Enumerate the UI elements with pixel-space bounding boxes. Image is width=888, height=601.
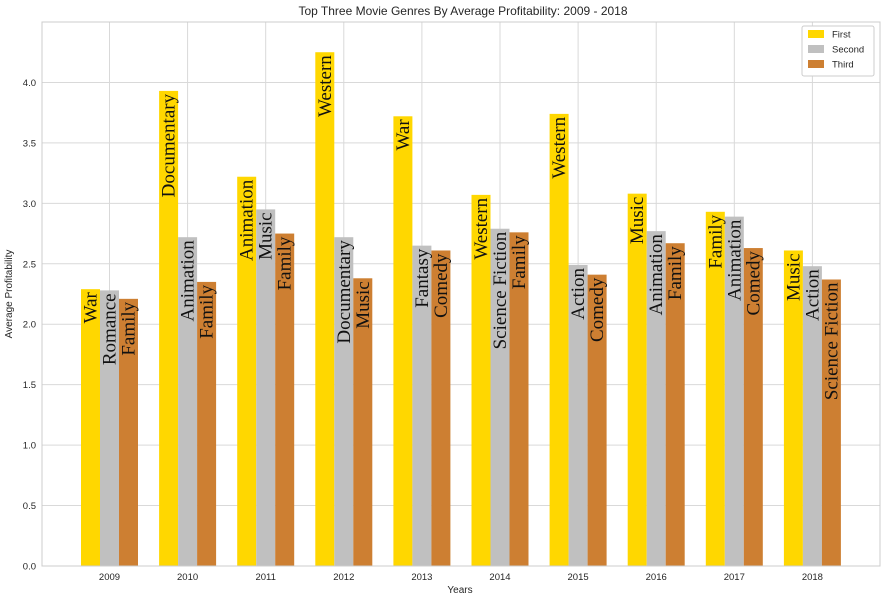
- bar-first: [237, 176, 257, 566]
- bar-genre-label: Fantasy: [412, 248, 433, 308]
- bar-genre-label: Documentary: [334, 240, 355, 344]
- bar-first: [471, 194, 491, 567]
- legend-swatch-first: [808, 30, 824, 38]
- bar-genre-label: Comedy: [743, 251, 764, 316]
- y-tick-label: 3.5: [23, 138, 36, 149]
- bar-genre-label: Family: [275, 236, 296, 290]
- bar-third: [431, 250, 451, 567]
- x-axis-label: Years: [447, 585, 472, 596]
- bar-genre-label: Family: [119, 301, 140, 355]
- bar-genre-label: Western: [315, 55, 336, 117]
- y-tick-label: 1.5: [23, 380, 36, 391]
- x-tick-label: 2018: [802, 572, 823, 583]
- bar-first: [393, 116, 413, 566]
- bar-first: [315, 52, 335, 566]
- bar-genre-label: Animation: [178, 240, 199, 322]
- bar-first: [705, 211, 725, 566]
- x-tick-label: 2017: [724, 572, 745, 583]
- y-tick-label: 2.5: [23, 259, 36, 270]
- bar-second: [802, 266, 822, 566]
- bar-second: [568, 264, 588, 566]
- bars: [81, 52, 841, 567]
- x-tick-label: 2011: [255, 572, 275, 583]
- bar-first: [549, 113, 569, 567]
- x-tick-label: 2015: [568, 572, 589, 583]
- bar-genre-label: War: [81, 291, 102, 323]
- bar-third: [353, 278, 373, 566]
- bar-genre-label: Music: [256, 212, 277, 260]
- bar-third: [587, 274, 607, 566]
- bar-genre-label: Music: [627, 197, 648, 245]
- bar-genre-label: Animation: [724, 219, 745, 301]
- bar-genre-label: Romance: [100, 293, 121, 365]
- bar-genre-label: Family: [197, 284, 218, 338]
- legend-swatch-third: [808, 60, 824, 68]
- bar-genre-label: Family: [665, 246, 686, 300]
- y-axis-label: Average Profitability: [4, 250, 15, 339]
- bar-first: [627, 193, 647, 566]
- x-tick-label: 2009: [99, 572, 120, 583]
- bar-labels: War Documentary Animation Western War Western…: [81, 55, 843, 400]
- bar-first: [159, 90, 179, 566]
- bar-genre-label: Science Fiction: [490, 231, 511, 349]
- bar-second: [334, 237, 354, 566]
- bar-genre-label: Music: [783, 253, 804, 300]
- x-tick-label: 2014: [489, 572, 510, 583]
- bar-genre-label: Animation: [646, 234, 667, 316]
- legend-label-third: Third: [832, 60, 854, 71]
- y-tick-label: 0.0: [23, 562, 36, 573]
- bar-genre-label: Documentary: [159, 93, 180, 197]
- plot-frame: [41, 21, 881, 567]
- x-tick-label: 2010: [177, 572, 198, 583]
- bar-third: [821, 279, 841, 566]
- bar-third: [743, 248, 763, 566]
- bar-third: [275, 233, 295, 567]
- bar-genre-label: Western: [471, 197, 492, 259]
- bar-second: [178, 237, 198, 566]
- bar-second: [646, 231, 666, 567]
- bar-third: [509, 232, 529, 566]
- bar-second: [412, 245, 432, 566]
- bar-genre-label: Comedy: [431, 253, 452, 318]
- bar-second: [490, 228, 510, 566]
- legend-swatch-second: [808, 45, 824, 53]
- bar-second: [256, 209, 276, 566]
- y-tick-label: 1.0: [23, 441, 36, 452]
- y-tick-label: 3.0: [23, 199, 36, 210]
- bar-second: [100, 290, 119, 566]
- y-tick-label: 4.0: [23, 78, 36, 89]
- x-tick-label: 2016: [646, 572, 667, 583]
- bar-first: [81, 289, 100, 566]
- bar-genre-label: Family: [509, 235, 530, 289]
- x-tick-label: 2012: [333, 572, 354, 583]
- bar-genre-label: Family: [705, 214, 726, 268]
- bar-genre-label: Music: [353, 281, 374, 329]
- bar-genre-label: Western: [549, 116, 570, 178]
- tick-labels: 0.0 0.5 1.0 1.5 2.0 2.5 3.0 3.5 4.0 2009 2010 2011 2…: [23, 78, 823, 583]
- bar-genre-label: War: [393, 119, 414, 151]
- bar-genre-label: Action: [568, 267, 589, 319]
- legend-label-second: Second: [832, 45, 864, 56]
- x-tick-label: 2013: [411, 572, 432, 583]
- y-tick-label: 2.0: [23, 320, 36, 331]
- legend-label-first: First: [832, 30, 851, 41]
- bar-genre-label: Science Fiction: [821, 282, 842, 400]
- bar-third: [119, 298, 138, 566]
- y-tick-label: 0.5: [23, 501, 36, 512]
- bar-first: [783, 250, 803, 567]
- bar-third: [665, 243, 685, 566]
- legend: First Second Third: [801, 25, 875, 77]
- bar-second: [724, 216, 744, 566]
- chart-title: Top Three Movie Genres By Average Profit…: [298, 4, 627, 18]
- bar-genre-label: Action: [802, 269, 823, 321]
- bar-third: [197, 281, 217, 566]
- bar-genre-label: Animation: [237, 179, 258, 261]
- bar-genre-label: Comedy: [587, 277, 608, 342]
